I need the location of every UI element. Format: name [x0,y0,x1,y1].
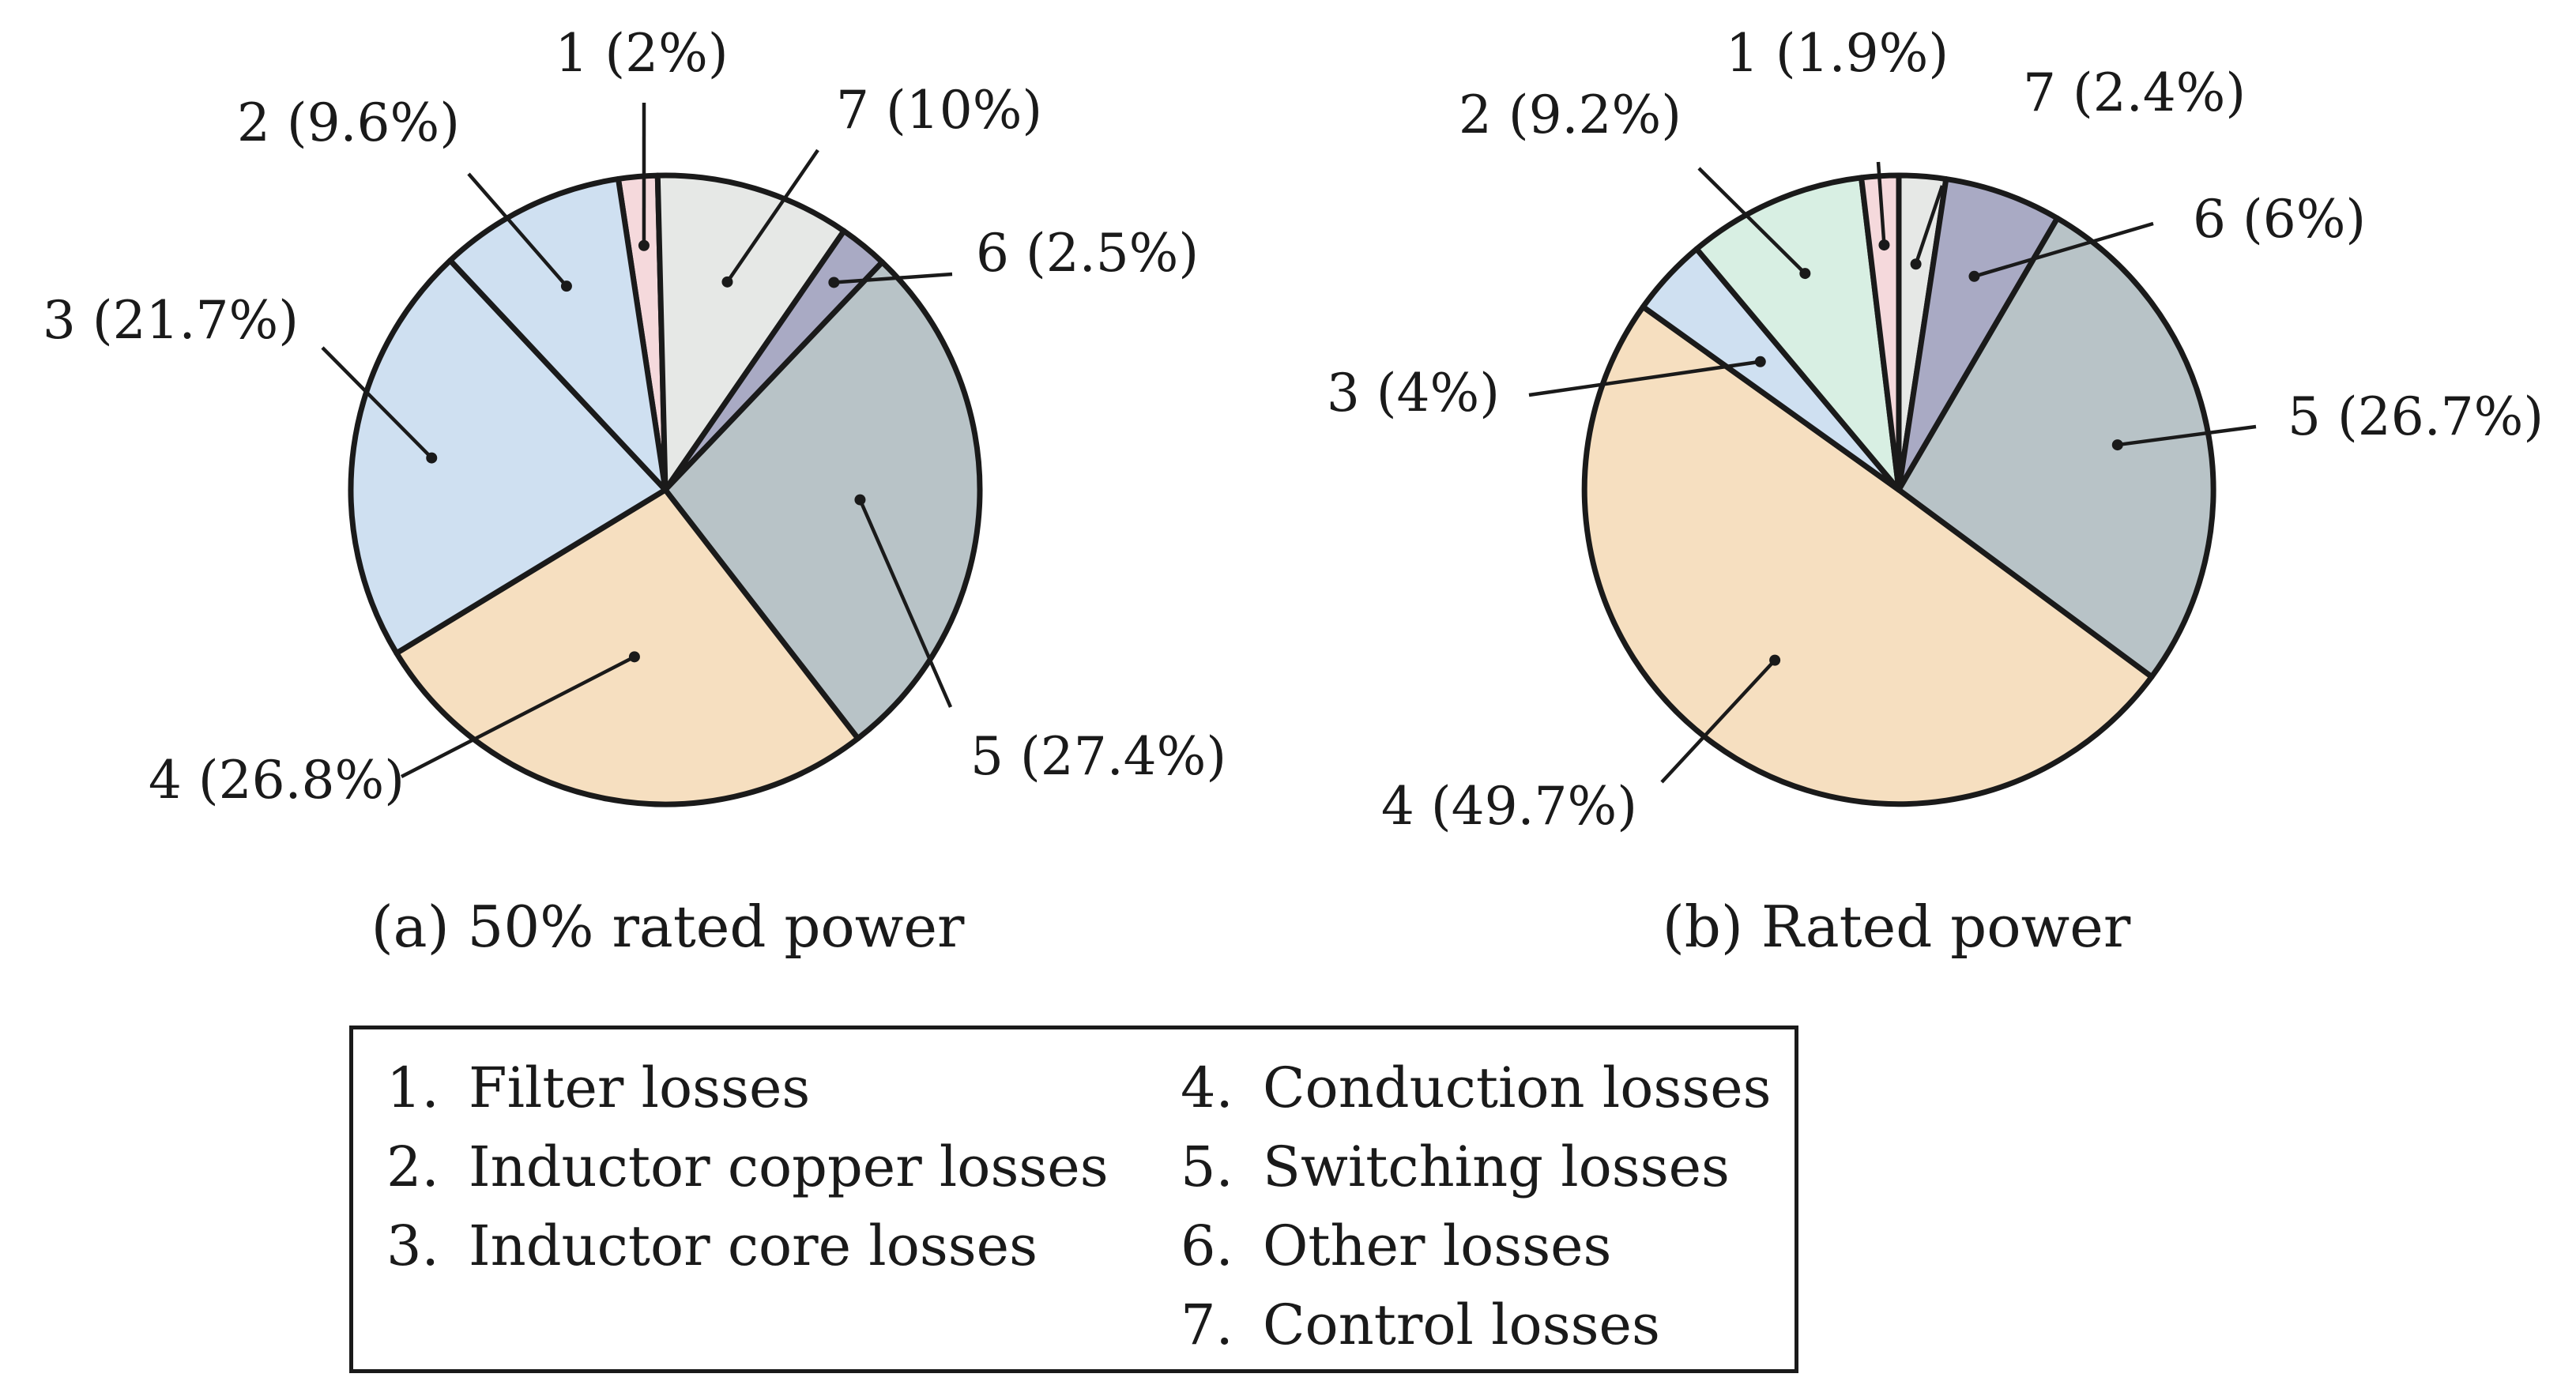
legend-column-right: 4. Conduction losses 5. Switching losses 6… [1181,1048,1772,1364]
pie-labels: 1 (2%) 7 (10%) 6 (2.5%) 5 (27.4%) 4 (26.8%) 3… [43,23,1226,811]
slice-label-3: 3 (21.7%) [43,290,299,351]
legend-item-text: Conduction losses [1263,1056,1772,1120]
leader-line-3 [321,346,433,460]
legend-item-7: 7. Control losses [1181,1285,1772,1364]
leader-line-6 [834,272,953,284]
leader-dot-7 [721,276,733,288]
pie-chart-rated-power: 7 (2.4%) 6 (6%) 5 (26.7%) 4 (49.7%) 3 (4%) 2 … [1327,23,2544,837]
leader-dot-2 [560,280,572,292]
caption-b: (b) Rated power [1663,894,2131,960]
pie-slice-2 [1693,175,1902,493]
legend-item-text: Control losses [1263,1293,1660,1357]
legend-item-number: 4. [1181,1056,1233,1120]
legend-item-text: Filter losses [469,1056,811,1120]
pie-slice-6 [1896,176,2061,493]
caption-a: (a) 50% rated power [371,894,965,960]
pie-slices [1581,172,2216,807]
leader-dot-5 [854,494,866,506]
legend-item-2: 2. Inductor copper losses [386,1127,1109,1206]
legend-item-4: 4. Conduction losses [1181,1048,1772,1127]
leader-line-2 [1697,167,1806,275]
pie-slices [348,172,983,807]
legend-item-3: 3. Inductor core losses [386,1206,1109,1285]
pie-slice-2 [447,175,668,493]
slice-label-7: 7 (2.4%) [2023,62,2246,123]
legend-item-6: 6. Other losses [1181,1206,1772,1285]
slice-label-1: 1 (2%) [555,23,728,84]
slice-label-5: 5 (27.4%) [970,726,1226,787]
slice-label-2: 2 (9.6%) [237,92,460,153]
legend-item-number: 2. [386,1135,439,1199]
pie-slice-5 [1896,215,2216,680]
leader-dot-4 [628,651,640,663]
legend-item-text: Switching losses [1263,1135,1730,1199]
leader-line-1 [1876,161,1886,246]
pie-slice-5 [662,259,983,742]
legend-item-1: 1. Filter losses [386,1048,1109,1127]
leader-line-6 [1973,221,2154,278]
slice-label-2: 2 (9.2%) [1459,85,1682,145]
leader-line-4 [400,655,635,779]
legend-item-number: 1. [386,1056,439,1120]
pie-slice-3 [348,258,668,657]
pie-labels: 7 (2.4%) 6 (6%) 5 (26.7%) 4 (49.7%) 3 (4%) 2 … [1327,23,2544,837]
leader-dot-3 [1754,356,1766,367]
leader-line-5 [858,499,953,708]
legend-item-text: Inductor core losses [469,1214,1038,1278]
legend-item-number: 3. [386,1214,439,1278]
slice-label-1: 1 (1.9%) [1726,23,1949,84]
legend-column-left: 1. Filter losses 2. Inductor copper losses… [386,1048,1109,1285]
legend-item-text: Other losses [1263,1214,1612,1278]
legend-item-number: 6. [1181,1214,1233,1278]
slice-label-3: 3 (4%) [1327,363,1500,423]
leader-dot-2 [1799,268,1811,280]
pie-slice-4 [1581,303,2155,807]
leader-dot-1 [1878,239,1890,251]
slice-label-5: 5 (26.7%) [2288,386,2544,447]
leader-line-5 [2117,424,2257,447]
leader-dot-7 [1910,258,1922,270]
leader-line-7 [725,149,819,284]
slice-label-6: 6 (6%) [2193,189,2366,250]
leader-dot-6 [1968,270,1980,282]
leader-line-4 [1660,659,1776,784]
slice-label-4: 4 (26.8%) [149,750,405,811]
leader-line-2 [467,172,568,288]
leader-line-7 [1914,185,1945,265]
leader-dot-3 [426,452,438,464]
pie-slice-7 [654,172,847,493]
slice-label-7: 7 (10%) [836,80,1042,141]
legend-item-number: 7. [1181,1293,1233,1357]
legend-item-number: 5. [1181,1135,1233,1199]
leader-dot-6 [828,277,840,288]
slice-label-4: 4 (49.7%) [1381,776,1637,837]
legend-item-text: Inductor copper losses [469,1135,1109,1199]
leader-line-3 [1528,359,1761,397]
pie-chart-50-percent-rated-power: 1 (2%) 7 (10%) 6 (2.5%) 5 (27.4%) 4 (26.8%) 3… [43,23,1226,811]
slice-label-6: 6 (2.5%) [976,223,1199,284]
leader-dot-5 [2111,439,2123,451]
pie-slice-4 [394,487,861,807]
leader-dot-1 [638,239,650,251]
legend-item-5: 5. Switching losses [1181,1127,1772,1206]
legend-box: 1. Filter losses 2. Inductor copper losses… [349,1026,1798,1373]
leader-dot-4 [1769,654,1781,666]
